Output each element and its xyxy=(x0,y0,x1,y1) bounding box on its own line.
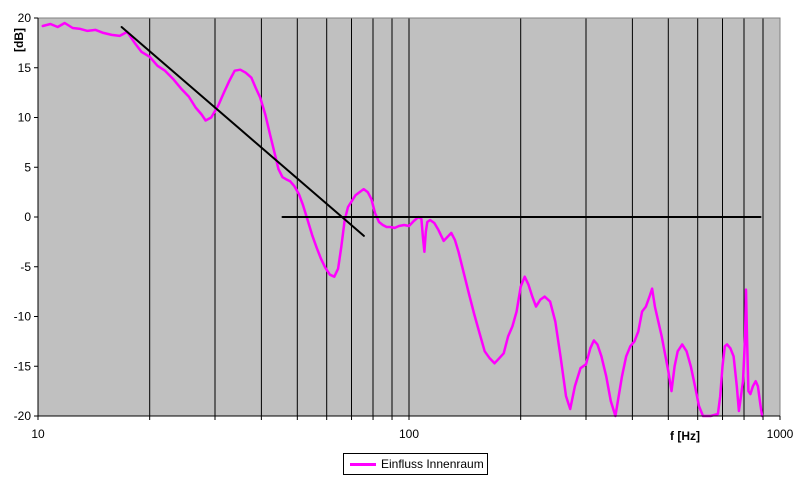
y-tick-label: 20 xyxy=(18,11,32,25)
trend-line-slope xyxy=(120,26,365,237)
x-axis: 10 100 1000 xyxy=(31,415,794,441)
y-tick-label: 15 xyxy=(18,61,32,75)
legend: Einfluss Innenraum xyxy=(343,453,488,475)
y-tick-label: 10 xyxy=(18,111,32,125)
series-line-einfluss-innenraum xyxy=(41,21,764,418)
legend-swatch-einfluss-innenraum xyxy=(350,462,376,466)
y-tick-label: -15 xyxy=(14,359,32,373)
x-tick-label: 10 xyxy=(31,427,45,441)
legend-label-einfluss-innenraum: Einfluss Innenraum xyxy=(381,457,484,471)
x-tick-label: 100 xyxy=(399,427,419,441)
y-axis-label: [dB] xyxy=(12,28,26,52)
y-tick-label: -20 xyxy=(14,409,32,423)
x-axis-label: f [Hz] xyxy=(670,429,700,443)
y-tick-label: -10 xyxy=(14,310,32,324)
y-axis: -20 -15 -10 -5 0 5 10 15 20 xyxy=(14,11,39,423)
series-lines xyxy=(41,21,764,418)
y-tick-label: 5 xyxy=(24,160,31,174)
x-tick-label: 1000 xyxy=(767,427,794,441)
y-tick-label: 0 xyxy=(24,210,31,224)
y-tick-label: -5 xyxy=(20,260,31,274)
